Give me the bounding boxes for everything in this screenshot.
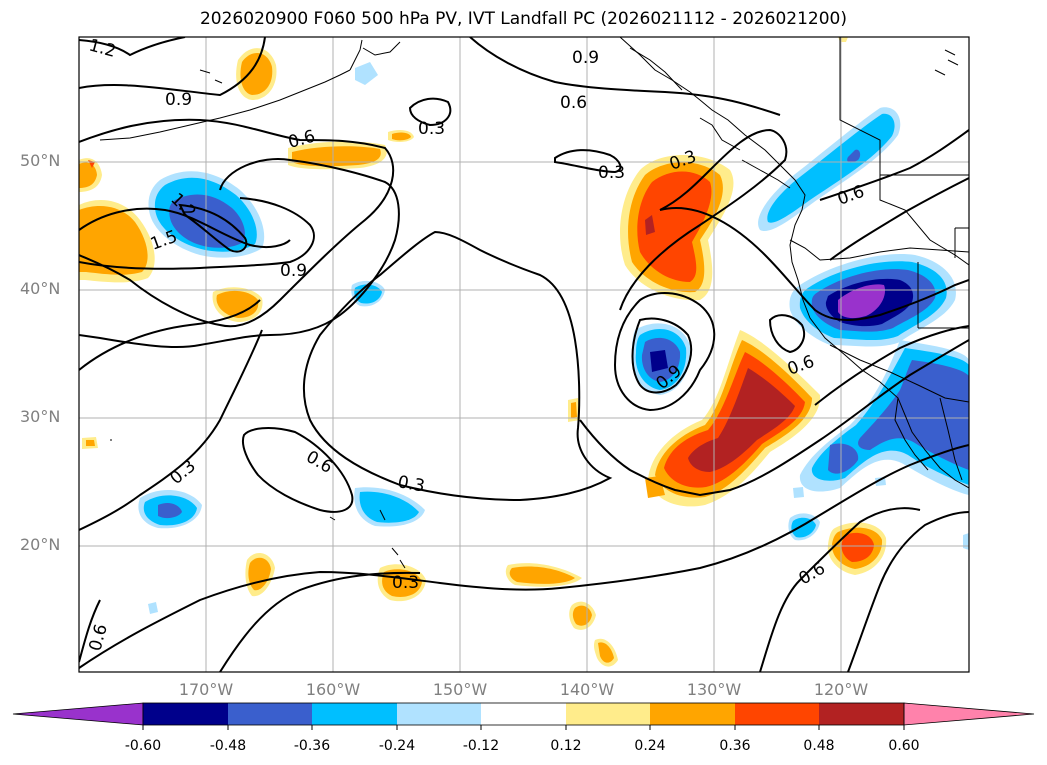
pv-contours — [79, 37, 969, 672]
positive-anomaly-gulf-of-alaska — [620, 155, 734, 301]
lon-label-120w: 120°W — [813, 680, 869, 699]
colorbar-tick-label: -0.12 — [462, 738, 500, 754]
positive-anomaly-bering — [236, 48, 277, 100]
negative-anomaly-small-cells — [138, 37, 969, 614]
negative-anomaly-california — [789, 254, 956, 347]
colorbar-segment — [566, 703, 650, 725]
positive-anomaly-dateline — [79, 158, 155, 283]
colorbar — [12, 702, 1035, 730]
colorbar-segment — [143, 703, 228, 725]
graticule — [79, 37, 969, 672]
map-frame — [78, 36, 970, 673]
colorbar-tick-label: 0.36 — [719, 738, 751, 754]
colorbar-tick-label: 0.48 — [803, 738, 835, 754]
lat-label-30n: 30°N — [20, 407, 61, 426]
contour-label: 0.3 — [392, 573, 419, 593]
colorbar-extend-min — [12, 702, 144, 726]
contour-label: 0.9 — [280, 261, 307, 281]
map-title: 2026020900 F060 500 hPa PV, IVT Landfall… — [199, 9, 847, 29]
contour-label: 0.3 — [396, 472, 426, 496]
colorbar-tick-label: 0.60 — [888, 738, 920, 754]
contour-label: 0.3 — [418, 119, 445, 139]
positive-anomaly-hawaii-west — [212, 287, 263, 322]
colorbar-segment — [735, 703, 819, 725]
lat-label-50n: 50°N — [20, 151, 61, 170]
colorbar-segment — [819, 703, 904, 725]
lon-label-140w: 140°W — [559, 680, 615, 699]
contour-label: 0.6 — [560, 93, 587, 113]
positive-anomaly-baja — [827, 522, 887, 575]
lat-label-40n: 40°N — [20, 279, 61, 298]
colorbar-segment — [228, 703, 312, 725]
colorbar-tick-label: -0.24 — [378, 738, 416, 754]
lon-label-150w: 150°W — [432, 680, 488, 699]
colorbar-segment — [397, 703, 481, 725]
lon-label-130w: 130°W — [686, 680, 742, 699]
colorbar-tick-label: 0.24 — [634, 738, 666, 754]
colorbar-extend-max — [903, 702, 1035, 726]
lat-label-20n: 20°N — [20, 535, 61, 554]
colorbar-segment — [650, 703, 735, 725]
colorbar-tick-label: -0.60 — [124, 738, 162, 754]
colorbar-tick-label: -0.48 — [209, 738, 247, 754]
contour-label: 0.9 — [572, 48, 599, 68]
contour-label: 0.3 — [598, 163, 625, 183]
colorbar-tick-label: 0.12 — [550, 738, 582, 754]
map-panel: 1.2 0.9 0.6 0.3 0.9 0.6 0.3 1.2 1.5 0.9 … — [79, 37, 969, 672]
lon-label-160w: 160°W — [305, 680, 361, 699]
contour-label: 0.9 — [165, 90, 192, 110]
colorbar-segment — [312, 703, 397, 725]
negative-anomaly-bc-coast — [758, 107, 901, 231]
lon-label-170w: 170°W — [178, 680, 234, 699]
colorbar-tick-label: -0.36 — [293, 738, 331, 754]
colorbar-segment — [481, 703, 566, 725]
